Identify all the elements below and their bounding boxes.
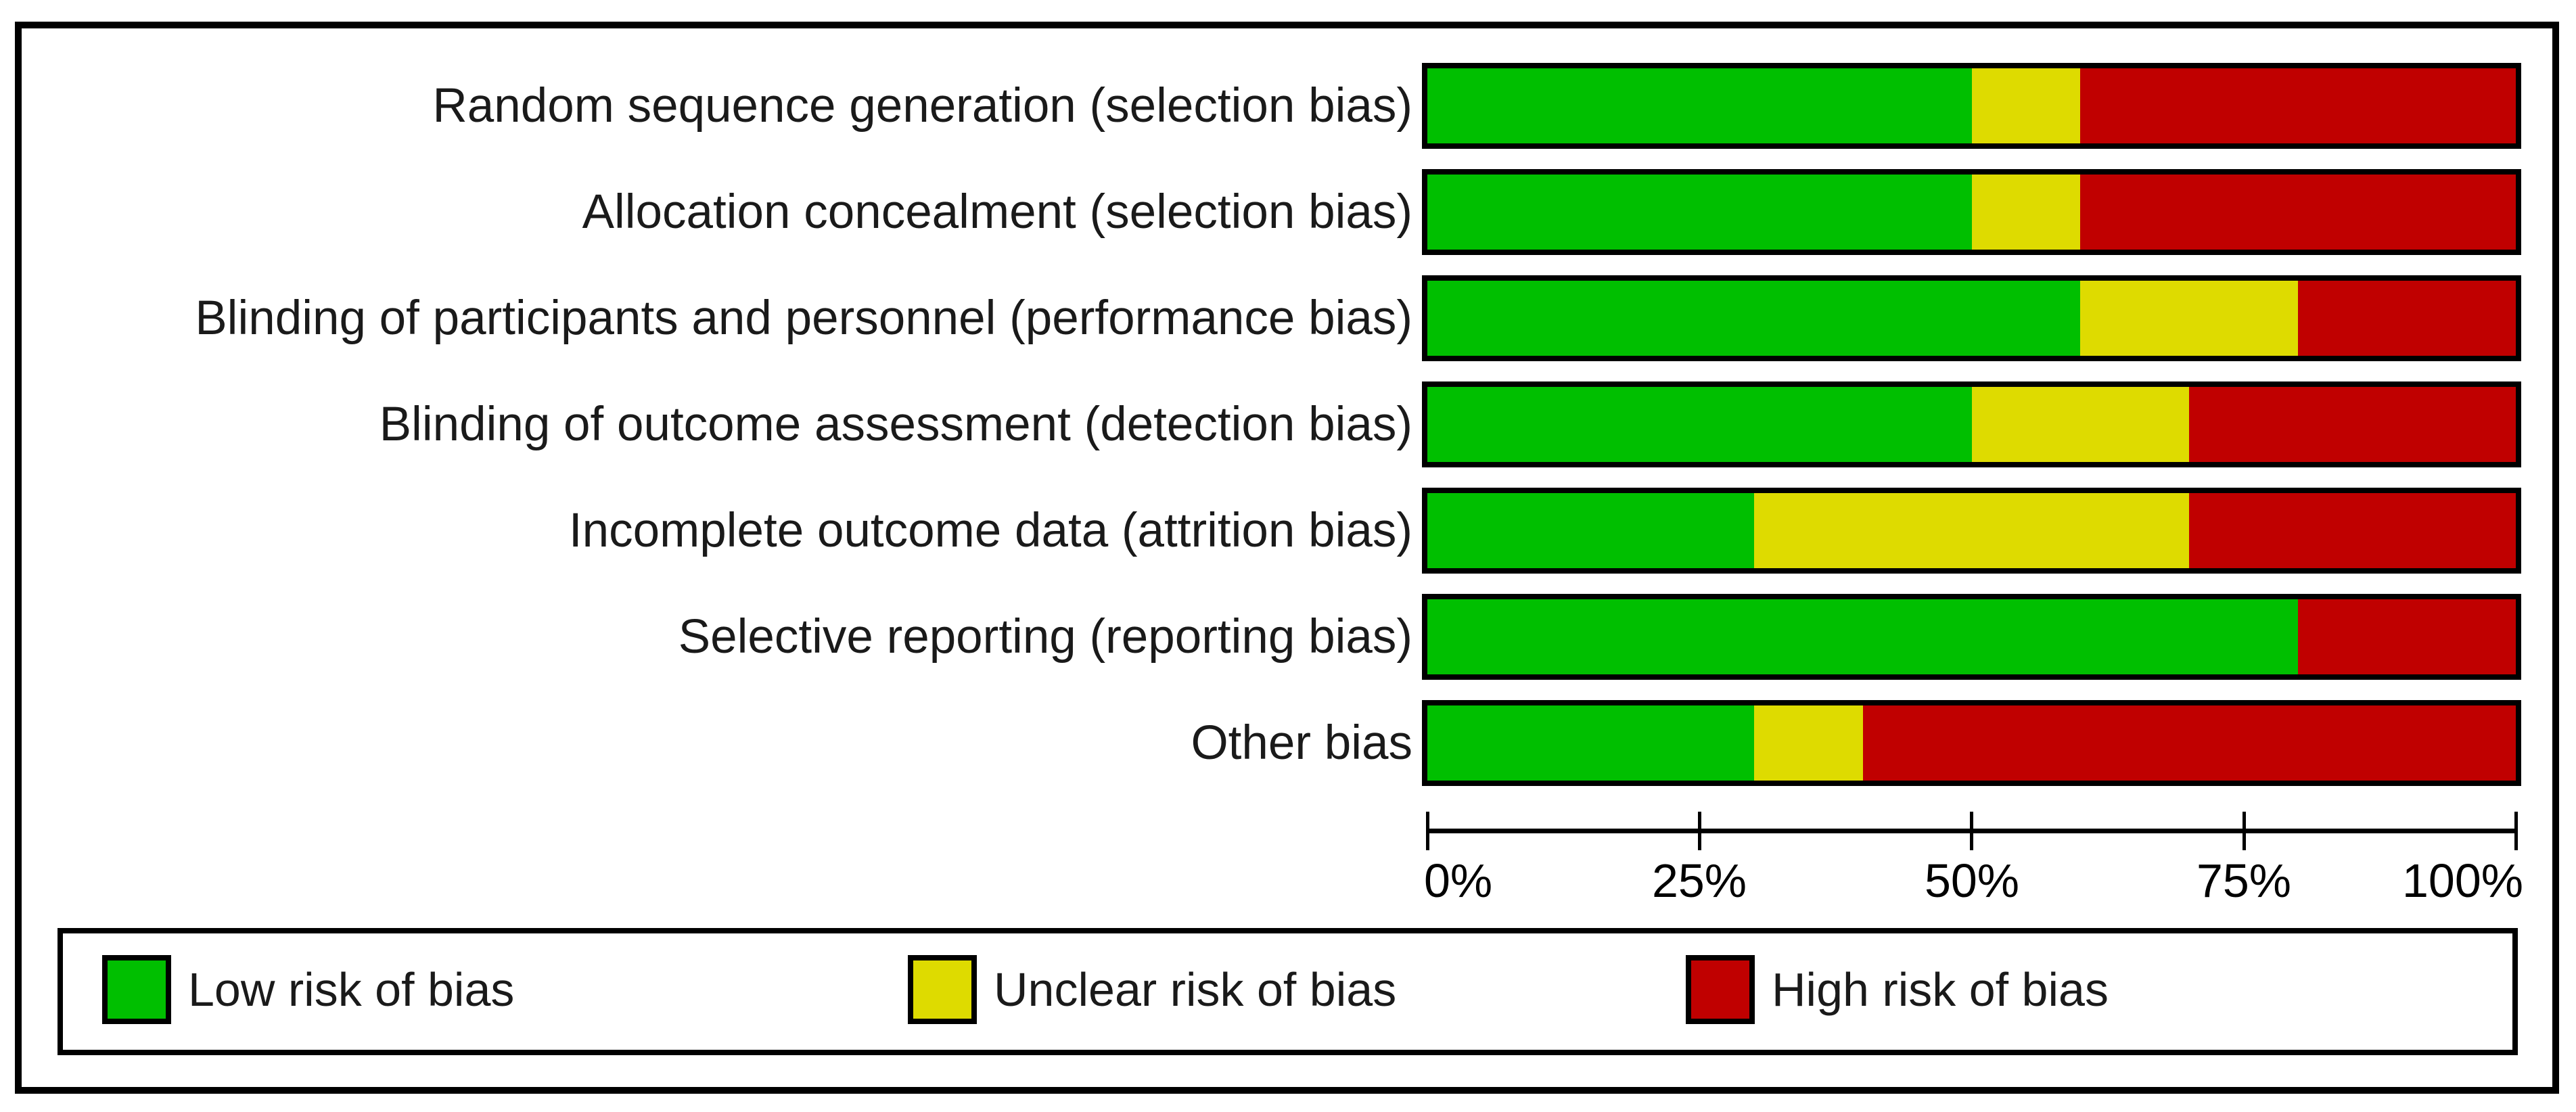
- segment-unclear-risk: [2080, 281, 2299, 356]
- category-label: Incomplete outcome data (attrition bias): [568, 504, 1412, 557]
- segment-unclear-risk: [1753, 705, 1863, 781]
- segment-low-risk: [1427, 387, 1972, 462]
- segment-high-risk: [2189, 493, 2516, 568]
- stacked-bar: [1422, 594, 2521, 680]
- stacked-bar: [1422, 488, 2521, 574]
- category-label: Blinding of outcome assessment (detectio…: [379, 398, 1412, 451]
- x-axis-tick: [2242, 812, 2246, 850]
- category-label: Allocation concealment (selection bias): [582, 185, 1412, 239]
- segment-unclear-risk: [1971, 175, 2081, 250]
- category-label: Blinding of participants and personnel (…: [195, 292, 1412, 345]
- legend: [58, 928, 2518, 1055]
- category-label: Selective reporting (reporting bias): [678, 610, 1412, 664]
- segment-high-risk: [2298, 281, 2516, 356]
- segment-unclear-risk: [1753, 493, 2190, 568]
- segment-low-risk: [1427, 281, 2081, 356]
- x-axis-tick-label: 25%: [1651, 854, 1747, 907]
- x-axis-tick-label: 75%: [2196, 854, 2292, 907]
- stacked-bar: [1422, 63, 2521, 149]
- segment-low-risk: [1427, 175, 1972, 250]
- x-axis-tick-label: 100%: [2401, 854, 2523, 907]
- stacked-bar: [1422, 381, 2521, 467]
- segment-high-risk: [1862, 705, 2516, 781]
- segment-low-risk: [1427, 68, 1972, 143]
- segment-high-risk: [2080, 175, 2516, 250]
- legend-swatch-low-risk: [102, 955, 171, 1024]
- x-axis-tick-label: 0%: [1424, 854, 1493, 907]
- segment-high-risk: [2189, 387, 2516, 462]
- segment-low-risk: [1427, 493, 1754, 568]
- x-axis-tick: [2514, 812, 2518, 850]
- legend-swatch-unclear-risk: [908, 955, 977, 1024]
- stacked-bar: [1422, 700, 2521, 786]
- segment-unclear-risk: [1971, 68, 2081, 143]
- segment-low-risk: [1427, 599, 2299, 674]
- category-label: Other bias: [1191, 716, 1412, 770]
- stacked-bar: [1422, 275, 2521, 361]
- segment-low-risk: [1427, 705, 1754, 781]
- stacked-bar: [1422, 169, 2521, 255]
- segment-high-risk: [2298, 599, 2516, 674]
- legend-swatch-high-risk: [1686, 955, 1755, 1024]
- category-label: Random sequence generation (selection bi…: [432, 79, 1413, 133]
- legend-label-low-risk: Low risk of bias: [188, 963, 515, 1016]
- segment-unclear-risk: [1971, 387, 2190, 462]
- x-axis-tick: [1970, 812, 1973, 850]
- segment-high-risk: [2080, 68, 2516, 143]
- legend-label-high-risk: High risk of bias: [1772, 963, 2109, 1016]
- legend-label-unclear-risk: Unclear risk of bias: [994, 963, 1397, 1016]
- x-axis-tick: [1426, 812, 1429, 850]
- x-axis-tick-label: 50%: [1924, 854, 2020, 907]
- x-axis-tick: [1698, 812, 1701, 850]
